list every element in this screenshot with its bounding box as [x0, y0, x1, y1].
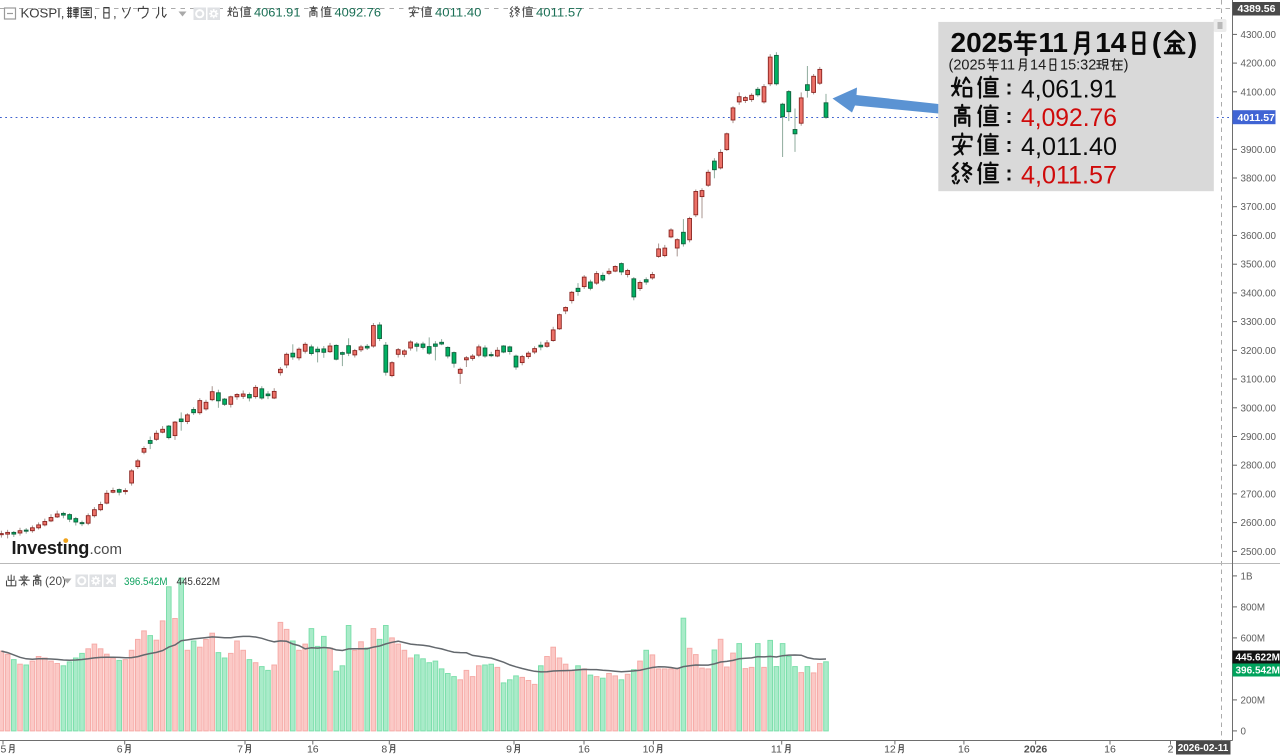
svg-text:3100.00: 3100.00	[1241, 375, 1277, 386]
svg-text:3300.00: 3300.00	[1241, 317, 1277, 328]
svg-text:2026-02-11: 2026-02-11	[1178, 743, 1229, 754]
svg-text:2500.00: 2500.00	[1241, 547, 1277, 558]
svg-text:4092.76: 4092.76	[335, 6, 382, 20]
svg-text:4,011.40: 4,011.40	[1021, 133, 1117, 161]
svg-text:0: 0	[1241, 726, 1247, 737]
svg-text:4200.00: 4200.00	[1241, 59, 1277, 70]
svg-text:): )	[1124, 58, 1129, 74]
svg-text:10: 10	[643, 744, 655, 755]
svg-text:14: 14	[1095, 27, 1127, 58]
svg-text:3600.00: 3600.00	[1241, 231, 1277, 242]
svg-text:16: 16	[578, 744, 590, 755]
svg-text:4011.40: 4011.40	[435, 6, 482, 20]
svg-text::: :	[1006, 162, 1013, 185]
svg-text:16: 16	[307, 744, 319, 755]
svg-text:2026: 2026	[1024, 744, 1048, 755]
svg-text:3700.00: 3700.00	[1241, 202, 1277, 213]
svg-text:4300.00: 4300.00	[1241, 30, 1277, 41]
svg-text:8: 8	[381, 744, 387, 755]
svg-text:,: ,	[94, 6, 98, 21]
svg-text::: :	[1006, 77, 1013, 100]
svg-text:16: 16	[958, 744, 970, 755]
svg-text:14: 14	[1030, 58, 1046, 74]
svg-text:4,092.76: 4,092.76	[1021, 104, 1117, 132]
svg-text:3200.00: 3200.00	[1241, 346, 1277, 357]
svg-text:7: 7	[237, 744, 243, 755]
svg-text:3000.00: 3000.00	[1241, 403, 1277, 414]
svg-text:9: 9	[506, 744, 512, 755]
svg-text:396.542M: 396.542M	[1236, 666, 1280, 677]
svg-text:11: 11	[771, 744, 782, 755]
svg-text:15:32: 15:32	[1060, 58, 1096, 74]
svg-text:800M: 800M	[1241, 602, 1266, 613]
svg-text:KOSPI,: KOSPI,	[21, 6, 65, 21]
svg-text:2700.00: 2700.00	[1241, 489, 1277, 500]
svg-text:.com: .com	[90, 541, 123, 558]
svg-text:11: 11	[1038, 27, 1068, 58]
svg-text::: :	[1006, 134, 1013, 157]
svg-text:4100.00: 4100.00	[1241, 87, 1277, 98]
svg-text:16: 16	[1104, 744, 1116, 755]
svg-text:2600.00: 2600.00	[1241, 518, 1277, 529]
svg-text:2800.00: 2800.00	[1241, 461, 1277, 472]
svg-text:445.622M: 445.622M	[1236, 653, 1280, 664]
svg-text:11: 11	[1000, 58, 1015, 74]
svg-text:3500.00: 3500.00	[1241, 260, 1277, 271]
svg-text:4011.57: 4011.57	[536, 6, 583, 20]
svg-text:4061.91: 4061.91	[254, 6, 301, 20]
svg-text:600M: 600M	[1241, 633, 1266, 644]
svg-text:396.542M: 396.542M	[124, 576, 168, 588]
svg-text:2025: 2025	[951, 27, 1013, 58]
svg-text:3900.00: 3900.00	[1241, 145, 1277, 156]
svg-text:5: 5	[1, 744, 7, 755]
svg-text:4,061.91: 4,061.91	[1021, 76, 1117, 104]
svg-text:3800.00: 3800.00	[1241, 174, 1277, 185]
svg-text:Investing: Investing	[12, 538, 90, 558]
svg-text:(20): (20)	[45, 574, 66, 588]
svg-text:,: ,	[113, 6, 117, 21]
svg-text:3400.00: 3400.00	[1241, 288, 1277, 299]
svg-text:445.622M: 445.622M	[177, 576, 221, 588]
svg-text:12: 12	[884, 744, 896, 755]
svg-text:(: (	[1152, 27, 1162, 58]
svg-text:200M: 200M	[1241, 695, 1266, 706]
svg-text:(2025: (2025	[949, 58, 986, 74]
svg-text:4,011.57: 4,011.57	[1021, 161, 1117, 189]
svg-text:2: 2	[1168, 744, 1174, 755]
svg-text:4389.56: 4389.56	[1238, 3, 1276, 15]
svg-text:6: 6	[117, 744, 123, 755]
svg-text:): )	[1188, 27, 1197, 58]
svg-text:4011.57: 4011.57	[1238, 112, 1276, 124]
svg-text::: :	[1006, 105, 1013, 128]
svg-text:2900.00: 2900.00	[1241, 432, 1277, 443]
svg-text:1B: 1B	[1241, 571, 1253, 582]
